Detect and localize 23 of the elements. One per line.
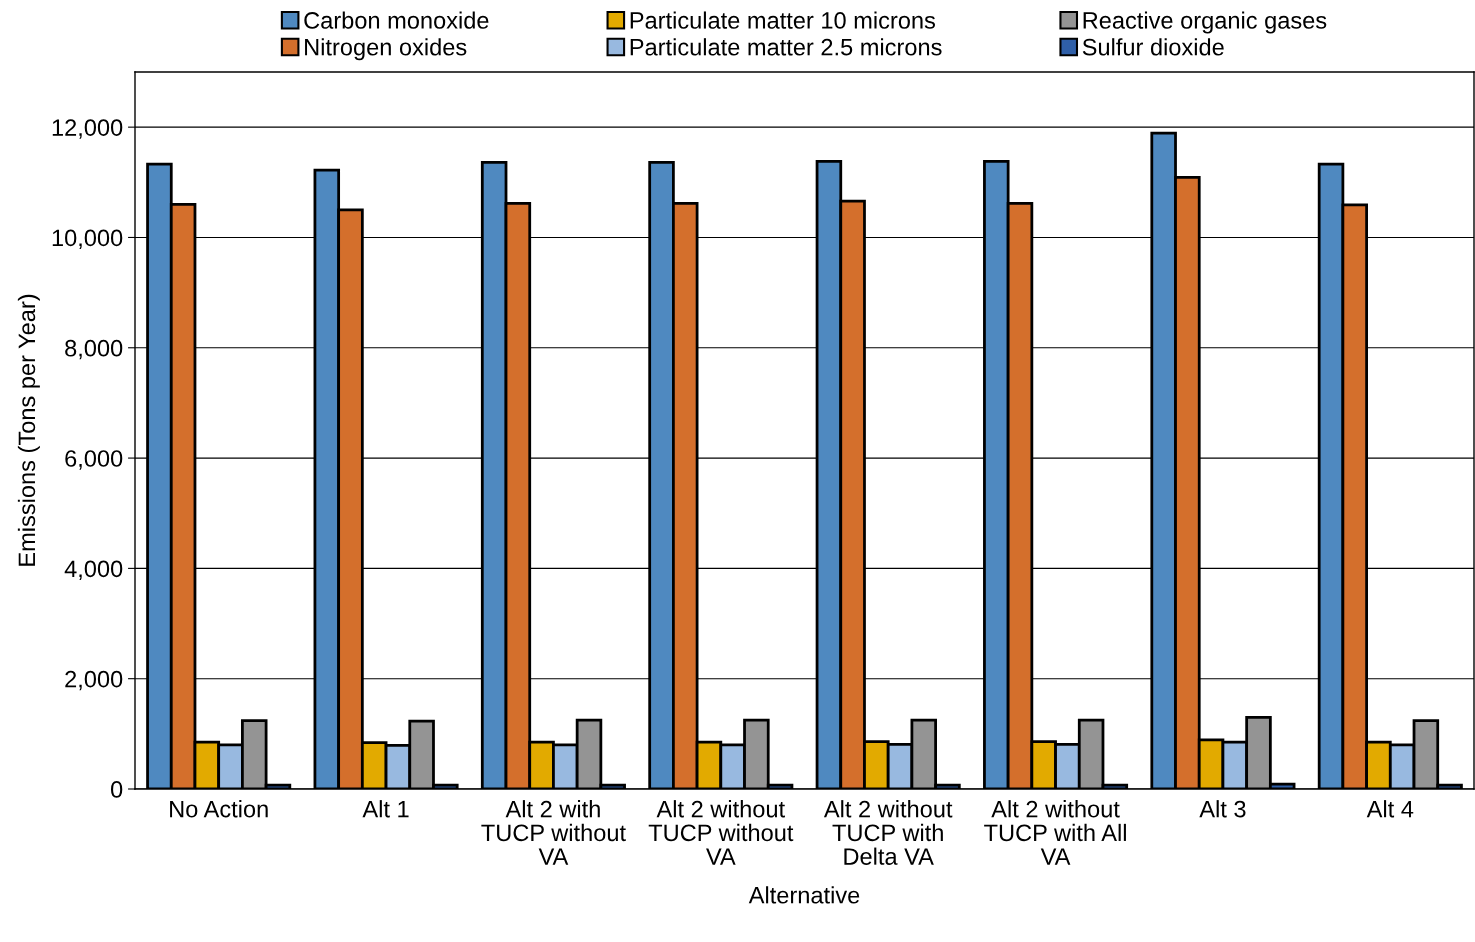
y-axis-title: Emissions (Tons per Year) [17, 294, 40, 566]
y-tick-label: 4,000 [64, 560, 123, 580]
x-tick-label: Alt 2 with TUCP without VA [481, 800, 626, 865]
x-tick-label: Alt 2 without TUCP with Delta VA [823, 800, 953, 865]
y-tick-label: 10,000 [52, 229, 123, 250]
legend-label: Carbon monoxide [304, 11, 489, 29]
legend-label: Sulfur dioxide [1082, 38, 1224, 56]
y-tick-label: 2,000 [65, 670, 123, 691]
y-tick-label: 0 [110, 781, 123, 798]
legend-label: Particulate matter 2.5 microns [630, 38, 942, 56]
y-tick-label: 6,000 [65, 450, 123, 470]
x-tick-label: Alt 2 without TUCP without VA [648, 800, 794, 865]
legend-label: Nitrogen oxides [305, 38, 467, 61]
y-tick-label: 12,000 [52, 119, 123, 139]
x-axis-title: Alternative [748, 886, 860, 904]
x-tick-label: No Action [170, 800, 268, 818]
x-tick-label: Alt 1 [362, 800, 409, 818]
x-tick-label: Alt 4 [1366, 800, 1414, 818]
legend-label: Particulate matter 10 microns [630, 11, 936, 29]
x-tick-label: Alt 3 [1199, 800, 1246, 818]
x-tick-label: Alt 2 without TUCP with All VA [984, 800, 1126, 865]
y-tick-label: 8,000 [65, 339, 123, 360]
legend-label: Reactive organic gases [1083, 11, 1327, 34]
